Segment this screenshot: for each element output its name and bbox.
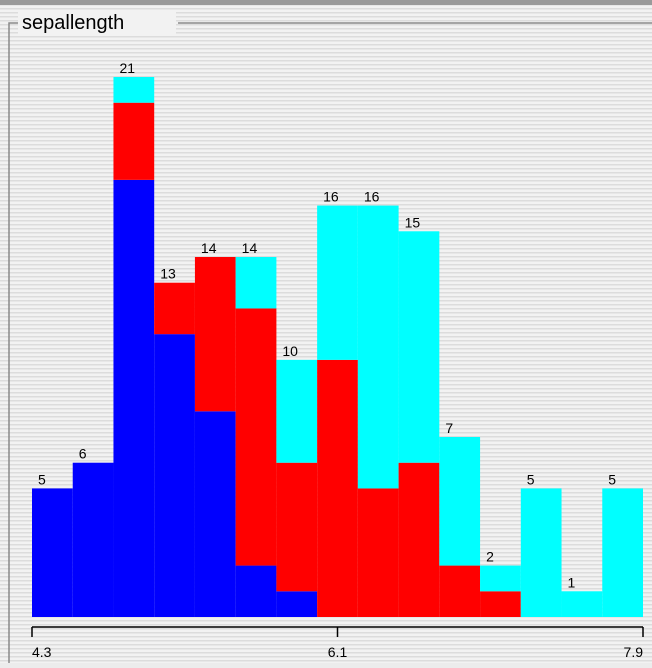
bar-label: 21 — [119, 60, 135, 76]
bar-segment — [480, 591, 521, 617]
bar-segment — [317, 205, 358, 360]
bar-segment — [113, 102, 155, 180]
bar-segment — [72, 462, 114, 617]
bar-segment — [439, 437, 481, 566]
chart-title: sepallength — [22, 12, 124, 34]
bar-label: 5 — [38, 471, 46, 487]
bar-segment — [602, 488, 643, 617]
bar-segment — [235, 565, 277, 617]
bar-label: 15 — [405, 214, 421, 230]
bar-segment — [154, 282, 195, 335]
bar-segment — [154, 334, 195, 617]
bar-segment — [357, 488, 399, 617]
bar-label: 14 — [201, 240, 217, 256]
bar-label: 6 — [79, 446, 87, 462]
bar-segment — [113, 77, 155, 103]
bar-label: 13 — [160, 266, 176, 282]
top-border — [0, 0, 652, 5]
bar-segment — [113, 179, 155, 617]
bar-label: 16 — [364, 189, 380, 205]
bar-label: 14 — [242, 240, 258, 256]
bar-segment — [194, 257, 236, 412]
bar-segment — [561, 591, 603, 617]
bar-segment — [276, 359, 318, 463]
bar-label: 10 — [282, 343, 298, 359]
bar-label: 1 — [568, 574, 576, 590]
bar-label: 7 — [445, 420, 453, 436]
bar-segment — [520, 488, 562, 617]
bar-segment — [235, 257, 277, 309]
bar-segment — [357, 205, 399, 489]
bar-segment — [235, 308, 277, 566]
bar-label: 5 — [608, 471, 616, 487]
bar-segment — [439, 565, 481, 617]
bar-segment — [276, 462, 318, 592]
bar-segment — [32, 488, 73, 617]
bar-label: 16 — [323, 189, 339, 205]
bar-segment — [276, 591, 318, 617]
bar-segment — [398, 462, 440, 617]
bar-segment — [194, 411, 236, 617]
frame — [8, 22, 18, 663]
x-tick-label: 4.3 — [32, 644, 52, 660]
bar-label: 2 — [486, 549, 494, 565]
bar-segment — [480, 565, 521, 592]
bar-label: 5 — [527, 471, 535, 487]
bar-segment — [317, 359, 358, 617]
x-tick-label: 6.1 — [328, 644, 348, 660]
bar-segment — [398, 231, 440, 463]
x-tick-label: 7.9 — [624, 644, 644, 660]
title-bg — [18, 12, 176, 34]
